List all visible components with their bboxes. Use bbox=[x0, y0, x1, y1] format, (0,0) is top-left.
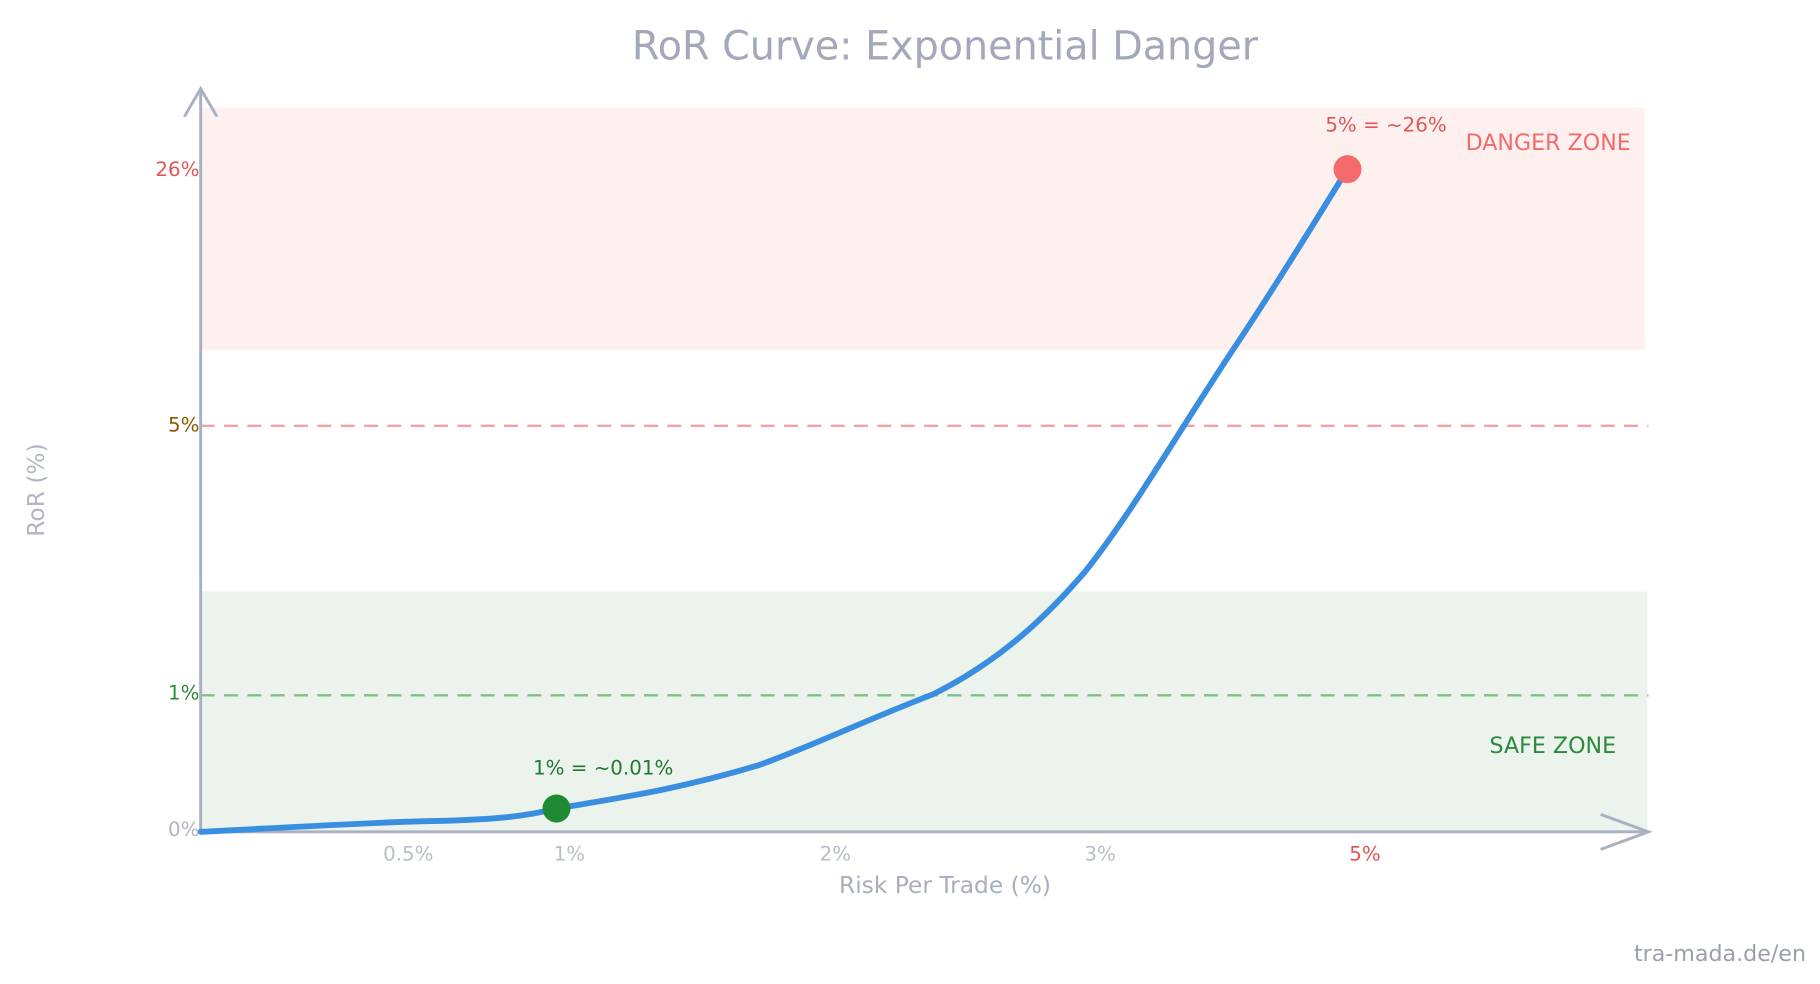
danger-zone-label: DANGER ZONE bbox=[1466, 130, 1631, 156]
y-axis-arrow bbox=[183, 85, 219, 118]
ror-curve bbox=[197, 166, 1351, 835]
safe-zone bbox=[200, 591, 1648, 832]
x-tick-label: 3% bbox=[1084, 843, 1115, 866]
x-tick-label: 5% bbox=[1349, 843, 1380, 866]
safe-point bbox=[542, 794, 571, 823]
x-axis-arrow bbox=[1600, 812, 1653, 851]
y-tick-label: 1% bbox=[168, 682, 199, 705]
y-tick-label: 0% bbox=[168, 818, 199, 841]
y-tick-label: 5% bbox=[168, 413, 199, 436]
y-axis-label: RoR (%) bbox=[22, 443, 50, 536]
x-tick-label: 1% bbox=[554, 843, 585, 866]
danger-point bbox=[1333, 155, 1362, 184]
danger-annotation: 5% = ~26% bbox=[1325, 114, 1446, 137]
chart-title: RoR Curve: Exponential Danger bbox=[632, 24, 1259, 70]
footer: tra-mada.de/en bbox=[1634, 941, 1806, 967]
y-tick-label: 26% bbox=[155, 158, 199, 181]
danger-zone bbox=[200, 107, 1646, 351]
x-tick-label: 2% bbox=[820, 843, 851, 866]
safe-zone-label: SAFE ZONE bbox=[1490, 733, 1617, 759]
safe-annotation: 1% = ~0.01% bbox=[533, 756, 673, 779]
x-tick-label: 0.5% bbox=[383, 843, 433, 866]
x-axis-label: Risk Per Trade (%) bbox=[839, 871, 1051, 899]
